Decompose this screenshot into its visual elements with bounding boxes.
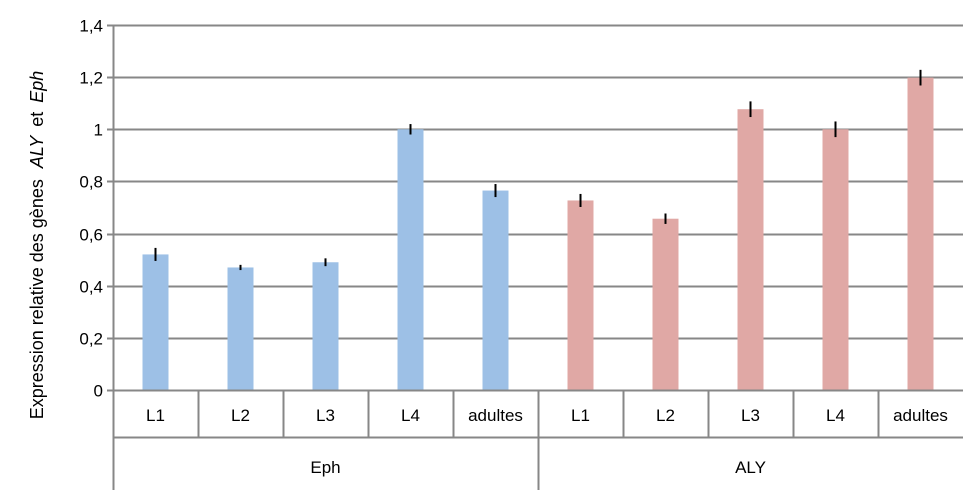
y-tick-label: 1	[94, 121, 103, 140]
bar	[312, 262, 339, 390]
x-category-label: L1	[146, 406, 165, 425]
bar	[567, 200, 594, 390]
x-category-label: L3	[741, 406, 760, 425]
x-category-label: adultes	[893, 406, 948, 425]
group-label: ALY	[735, 458, 766, 477]
y-tick-label: 0,2	[79, 330, 103, 349]
y-axis-label: Expression relative des gènes ALY et Eph	[27, 71, 47, 420]
axes	[112, 25, 963, 490]
y-tick-label: 0,6	[79, 226, 103, 245]
bar	[907, 77, 934, 391]
group-label: Eph	[310, 458, 340, 477]
bar	[822, 129, 849, 391]
y-tick-label: 0	[94, 382, 103, 401]
y-axis-label-gene1: ALY	[27, 134, 47, 169]
y-tick-labels: 0 0,2 0,4 0,6 0,8 1 1,2 1,4	[79, 17, 103, 401]
x-category-label: L1	[571, 406, 590, 425]
x-category-label: L4	[401, 406, 420, 425]
y-tick-label: 1,4	[79, 17, 103, 36]
gridlines	[107, 24, 963, 392]
bar	[482, 190, 509, 390]
bar	[397, 129, 424, 391]
bar	[652, 218, 679, 390]
y-axis-label-connector: et	[27, 112, 47, 127]
x-category-labels: L1 L2 L3 L4 adultes L1 L2 L3 L4 adultes Eph ALY	[146, 406, 948, 477]
y-axis-label-gene2: Eph	[27, 71, 47, 103]
bars	[142, 77, 934, 391]
bar	[227, 267, 254, 390]
y-tick-label: 1,2	[79, 69, 103, 88]
y-tick-label: 0,8	[79, 173, 103, 192]
x-category-label: L2	[656, 406, 675, 425]
x-category-label: L2	[231, 406, 250, 425]
y-axis-label-prefix: Expression relative des gènes	[27, 179, 47, 419]
error-bars	[154, 69, 922, 271]
x-category-label: L3	[316, 406, 335, 425]
bar	[737, 109, 764, 390]
x-category-label: L4	[826, 406, 845, 425]
y-tick-label: 0,4	[79, 278, 103, 297]
x-category-label: adultes	[468, 406, 523, 425]
bar	[142, 254, 169, 390]
